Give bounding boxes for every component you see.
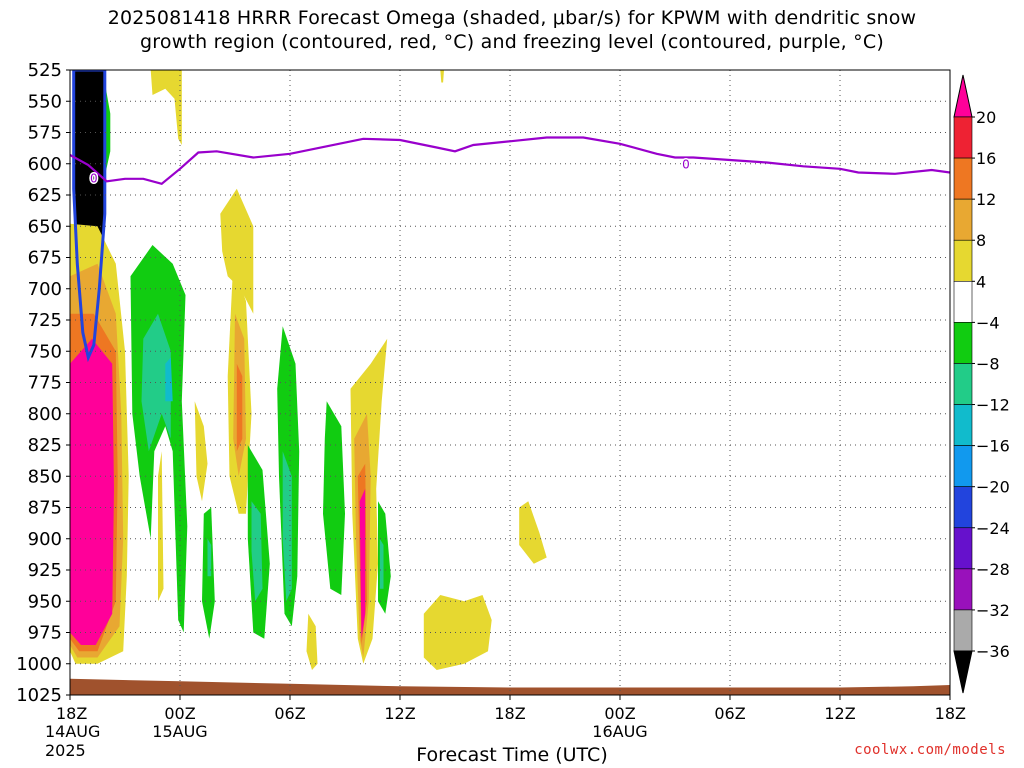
x-tick-sublabel-1-0: 15AUG: [152, 722, 207, 741]
colorbar: 20 16 12 8 4 −4 −8 −12 −16 −20 −24 −28 −32 −36: [953, 74, 1010, 694]
colorbar-swatch-10: [953, 527, 973, 570]
x-tick-label-4: 18Z: [494, 704, 525, 723]
y-tick-label-14: 875: [28, 498, 62, 519]
omega-region-10: [158, 451, 164, 602]
omega-region-6: [150, 70, 182, 145]
omega-region-30: [423, 595, 492, 670]
colorbar-swatch-3: [953, 239, 973, 282]
colorbar-label-6: −8: [976, 354, 1000, 373]
y-tick-label-0: 525: [28, 60, 62, 81]
y-tick-label-3: 600: [28, 154, 62, 175]
x-tick-sublabel-0-1: 2025: [45, 741, 86, 760]
y-tick-label-15: 900: [28, 529, 62, 550]
omega-region-22: [306, 613, 318, 670]
colorbar-swatch-0: [953, 116, 973, 159]
y-tick-label-1: 550: [28, 91, 62, 112]
y-tick-label-13: 850: [28, 466, 62, 487]
x-tick-label-7: 12Z: [824, 704, 855, 723]
colorbar-label-2: 12: [976, 190, 996, 209]
x-axis-title: Forecast Time (UTC): [416, 744, 608, 766]
omega-region-19: [251, 501, 263, 602]
y-tick-label-8: 725: [28, 310, 62, 331]
colorbar-swatch-8: [953, 445, 973, 487]
colorbar-swatch-2: [953, 198, 973, 241]
colorbar-bottom-arrow: [953, 650, 973, 694]
omega-region-15: [220, 188, 254, 314]
omega-region-32: [440, 70, 444, 83]
y-tick-label-16: 925: [28, 560, 62, 581]
colorbar-label-0: 20: [976, 108, 996, 127]
grid: [70, 70, 950, 695]
x-tick-label-0: 18Z: [56, 704, 87, 723]
y-tick-label-2: 575: [28, 123, 62, 144]
y-tick-label-9: 750: [28, 341, 62, 362]
y-tick-label-7: 700: [28, 279, 62, 300]
y-tick-label-12: 825: [28, 435, 62, 456]
colorbar-swatch-11: [953, 568, 973, 611]
colorbar-swatch-5: [953, 322, 973, 364]
colorbar-label-4: 4: [976, 272, 986, 291]
x-tick-label-6: 06Z: [714, 704, 745, 723]
chart-title: 2025081418 HRRR Forecast Omega (shaded, …: [0, 6, 1024, 54]
omega-region-8: [141, 313, 171, 452]
colorbar-label-5: −4: [976, 313, 1000, 332]
colorbar-label-11: −28: [976, 560, 1010, 579]
x-tick-sublabel-5-0: 16AUG: [592, 722, 647, 741]
x-tick-label-2: 06Z: [274, 704, 305, 723]
omega-region-29: [379, 538, 384, 589]
freezing-level-label-0: 0: [90, 171, 98, 185]
colorbar-label-13: −36: [976, 642, 1010, 661]
chart-title-line-2: growth region (contoured, red, °C) and f…: [140, 31, 884, 53]
y-tick-label-19: 1000: [16, 654, 62, 675]
x-tick-label-1: 00Z: [164, 704, 195, 723]
y-tick-label-4: 625: [28, 185, 62, 206]
colorbar-swatch-9: [953, 486, 973, 529]
omega-region-31: [519, 501, 547, 564]
y-tick-label-5: 650: [28, 216, 62, 237]
colorbar-top-arrow: [953, 74, 973, 118]
omega-region-9: [165, 357, 173, 402]
colorbar-swatch-6: [953, 363, 973, 405]
colorbar-label-9: −20: [976, 478, 1010, 497]
freezing-level-line: [70, 136, 950, 186]
y-tick-label-11: 800: [28, 404, 62, 425]
y-tick-label-17: 950: [28, 591, 62, 612]
y-axis: 525 550 575 600 625 650 675 700 725 750 775 800 825 8…: [16, 60, 70, 706]
x-tick-label-8: 18Z: [935, 704, 966, 723]
ground-surface: [70, 678, 950, 695]
omega-region-21: [282, 451, 292, 602]
colorbar-label-7: −12: [976, 396, 1010, 415]
x-tick-label-3: 12Z: [384, 704, 415, 723]
plot-area: 00: [69, 69, 951, 696]
colorbar-swatch-4: [953, 281, 973, 323]
omega-region-23: [323, 401, 345, 595]
y-tick-label-10: 775: [28, 373, 62, 394]
x-tick-sublabel-0-0: 14AUG: [45, 722, 100, 741]
y-tick-label-18: 975: [28, 623, 62, 644]
watermark: coolwx.com/models: [854, 742, 1006, 758]
chart-title-line-1: 2025081418 HRRR Forecast Omega (shaded, …: [107, 7, 917, 29]
colorbar-label-12: −32: [976, 601, 1010, 620]
colorbar-label-8: −16: [976, 437, 1010, 456]
y-tick-label-6: 675: [28, 248, 62, 269]
colorbar-label-1: 16: [976, 149, 996, 168]
omega-region-27: [359, 488, 366, 639]
freezing-level-label-1: 0: [682, 158, 690, 172]
colorbar-swatch-7: [953, 404, 973, 446]
y-tick-label-20: 1025: [16, 685, 62, 706]
omega-region-14: [236, 363, 243, 452]
colorbar-label-3: 8: [976, 231, 986, 250]
omega-region-11: [194, 401, 208, 502]
x-tick-label-5: 00Z: [604, 704, 635, 723]
colorbar-swatch-12: [953, 609, 973, 652]
colorbar-swatch-1: [953, 157, 973, 200]
omega-region-17: [207, 538, 212, 577]
omega-region-5: [70, 338, 114, 645]
colorbar-label-10: −24: [976, 519, 1010, 538]
